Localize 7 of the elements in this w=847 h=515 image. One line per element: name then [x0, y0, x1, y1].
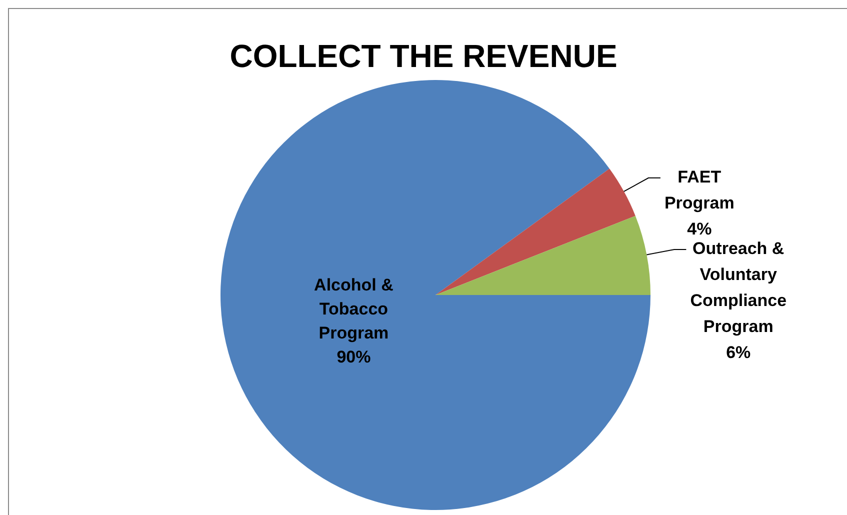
slice-label: Alcohol & Tobacco Program	[314, 275, 394, 342]
data-label: 4%	[687, 220, 712, 239]
chart-title: COLLECT THE REVENUE	[228, 38, 618, 75]
data-label: 90%	[336, 347, 371, 366]
slice-label: FAET Program	[664, 168, 734, 213]
slice-label: Outreach & Voluntary Compliance Program	[690, 239, 787, 336]
data-label: 6%	[726, 343, 751, 362]
